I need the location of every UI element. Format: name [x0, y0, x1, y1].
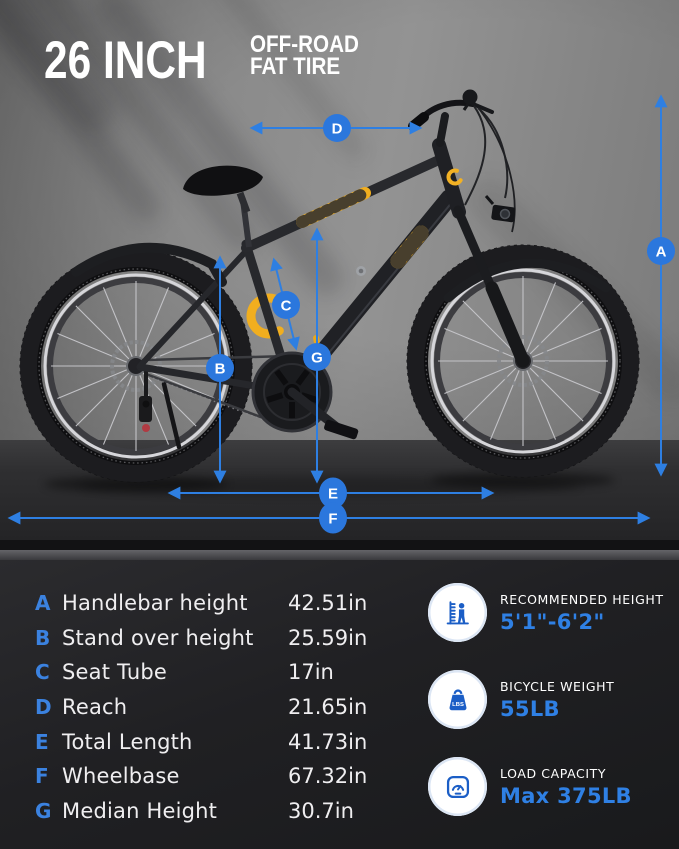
- subtitle-line2: FAT TIRE: [250, 53, 341, 80]
- weight-lbs-icon: LBS: [428, 670, 487, 729]
- spec-letter-badge: F: [35, 764, 49, 789]
- spec-row: E Total Length 41.73in: [35, 724, 415, 759]
- svg-text:D: D: [332, 121, 343, 138]
- top-tube-yellow-stripes: [296, 187, 371, 228]
- subtitle-line1: OFF-ROAD: [250, 31, 359, 58]
- handlebar-grip: [408, 112, 429, 131]
- svg-text:G: G: [311, 350, 323, 367]
- dim-marker-a: A: [647, 237, 675, 265]
- spec-label: Seat Tube: [62, 660, 168, 685]
- pedal: [324, 419, 359, 440]
- spec-value: 21.65in: [288, 695, 368, 720]
- feature-value: 55LB: [500, 696, 560, 721]
- spec-value: 41.73in: [288, 729, 368, 754]
- svg-text:F: F: [328, 511, 337, 528]
- feature-caption: LOAD CAPACITY: [500, 765, 607, 781]
- bike-photo-scene: A B C D E F G: [0, 0, 679, 560]
- derailleur-pulley: [142, 424, 150, 432]
- svg-text:B: B: [215, 361, 226, 378]
- spec-letter-badge: A: [35, 591, 51, 616]
- feature-recommended-height: RECOMMENDED HEIGHT 5'1"-6'2": [428, 583, 673, 642]
- svg-text:LBS: LBS: [452, 702, 464, 708]
- platform-edge-shadow: [0, 540, 679, 550]
- spec-label: Median Height: [62, 798, 218, 823]
- spec-value: 42.51in: [288, 591, 368, 616]
- feature-load-capacity: LOAD CAPACITY Max 375LB: [428, 757, 673, 816]
- feature-text: LOAD CAPACITY Max 375LB: [500, 766, 632, 808]
- handlebar-display: [462, 89, 478, 105]
- spec-row: D Reach 21.65in: [35, 690, 415, 725]
- dimension-markers: A B C D E F G: [206, 114, 675, 534]
- spec-value: 67.32in: [288, 764, 368, 789]
- rear-fender: [71, 242, 227, 287]
- feature-value: Max 375LB: [500, 783, 632, 808]
- down-tube-yellow-stripes: [390, 225, 429, 269]
- spec-label: Stand over height: [62, 625, 254, 650]
- spec-row: C Seat Tube 17in: [35, 655, 415, 690]
- spec-row: A Handlebar height 42.51in: [35, 586, 415, 621]
- spec-value: 25.59in: [288, 625, 368, 650]
- brake-cable: [464, 105, 487, 206]
- saddle-and-post: [183, 165, 263, 248]
- spec-letter-badge: D: [35, 695, 52, 720]
- spec-label: Total Length: [62, 729, 193, 754]
- spec-row: G Median Height 30.7in: [35, 794, 415, 829]
- svg-text:E: E: [328, 486, 338, 503]
- bike-frame: [71, 138, 611, 397]
- spec-value: 30.7in: [288, 798, 354, 823]
- header-subtitle: OFF-ROAD FAT TIRE: [250, 31, 377, 80]
- feature-list: RECOMMENDED HEIGHT 5'1"-6'2" LBS BICYCLE…: [428, 583, 673, 844]
- feature-value: 5'1"-6'2": [500, 609, 605, 634]
- spec-letter-badge: G: [35, 798, 52, 823]
- dim-marker-d: D: [323, 114, 351, 142]
- spec-letter-badge: C: [35, 660, 50, 685]
- feature-text: BICYCLE WEIGHT 55LB: [500, 679, 614, 721]
- spec-value: 17in: [288, 660, 334, 685]
- feature-text: RECOMMENDED HEIGHT 5'1"-6'2": [500, 592, 664, 634]
- spec-letter-badge: B: [35, 625, 51, 650]
- spec-label: Reach: [62, 695, 128, 720]
- svg-text:C: C: [281, 298, 292, 315]
- platform-front-edge: [0, 550, 679, 560]
- height-ruler-icon: [428, 583, 487, 642]
- dim-marker-g: G: [303, 343, 331, 371]
- head-tube-logo: [446, 168, 464, 186]
- crankset: [251, 351, 359, 440]
- bike-dimension-diagram: A B C D E F G: [7, 89, 675, 534]
- dim-marker-e: E: [319, 477, 347, 509]
- spec-letter-badge: E: [35, 729, 49, 754]
- feature-bicycle-weight: LBS BICYCLE WEIGHT 55LB: [428, 670, 673, 729]
- dim-marker-f: F: [319, 502, 347, 534]
- feature-caption: BICYCLE WEIGHT: [500, 678, 615, 694]
- page-title: 26 INCH: [44, 31, 207, 90]
- svg-text:A: A: [656, 244, 667, 261]
- spec-label: Handlebar height: [62, 591, 248, 616]
- spec-label: Wheelbase: [62, 764, 180, 789]
- load-capacity-scale-icon: [428, 757, 487, 816]
- feature-caption: RECOMMENDED HEIGHT: [500, 591, 664, 607]
- spec-row: F Wheelbase 67.32in: [35, 759, 415, 794]
- front-fender: [443, 258, 611, 303]
- spec-panel: A Handlebar height 42.51in B Stand over …: [0, 560, 679, 849]
- spec-table: A Handlebar height 42.51in B Stand over …: [35, 586, 415, 828]
- spec-row: B Stand over height 25.59in: [35, 621, 415, 656]
- saddle: [183, 165, 263, 196]
- dim-marker-c: C: [272, 291, 300, 319]
- headlight: [484, 195, 516, 223]
- header: 26 INCH: [44, 31, 247, 90]
- dim-marker-b: B: [206, 354, 234, 382]
